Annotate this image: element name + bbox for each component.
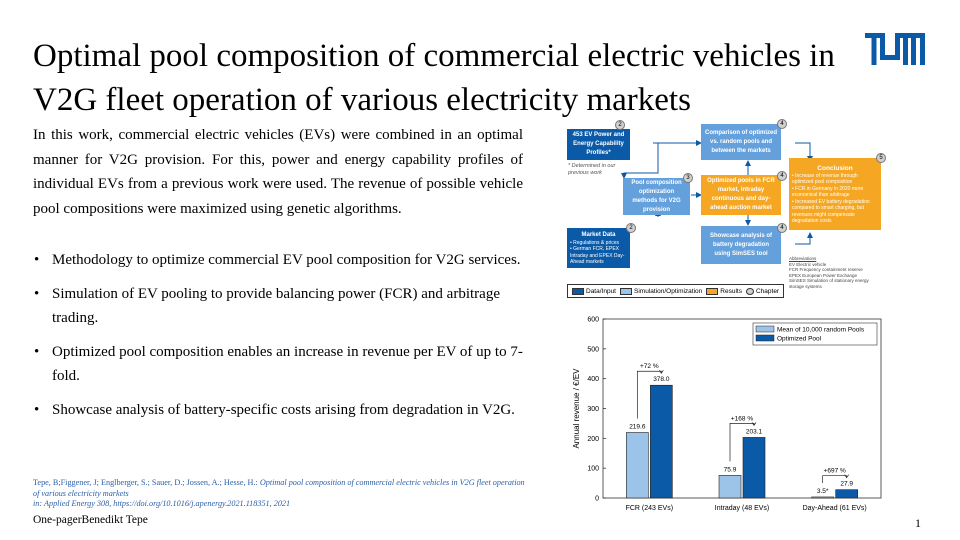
legend-swatch — [745, 287, 754, 295]
chapter-badge: 4 — [777, 119, 787, 129]
bar — [626, 432, 649, 499]
chapter-badge: 2 — [615, 120, 625, 130]
legend-swatch — [755, 334, 775, 342]
increase-bracket — [822, 475, 848, 483]
increase-label: +168 % — [731, 415, 753, 422]
reference-authors: Tepe, B;Figgener, J; Englberger, S.; Sau… — [33, 478, 260, 487]
data-label: 75.9 — [724, 466, 737, 473]
bullet-item: Optimized pool composition enables an in… — [33, 340, 533, 388]
increase-label: +697 % — [824, 468, 846, 475]
diagram-legend: Data/Input Simulation/Optimization Resul… — [567, 284, 784, 298]
bar — [742, 437, 766, 499]
tum-logo — [865, 33, 925, 65]
legend-label: Mean of 10,000 random Pools — [777, 327, 865, 334]
chapter-badge: 2 — [626, 223, 636, 233]
increase-arrowhead — [659, 370, 664, 374]
increase-bracket — [636, 370, 662, 419]
comparison-box: Comparison of optimized vs. random pools… — [701, 124, 781, 160]
legend-item: Data/Input — [572, 287, 616, 295]
abbreviation-item: FCR Frequency containment reserve — [789, 267, 863, 273]
reference-title: Optimal pool composition of commercial e… — [33, 478, 525, 498]
bullet-item: Showcase analysis of battery-specific co… — [33, 398, 533, 422]
data-label: 219.6 — [629, 423, 646, 430]
bar — [835, 489, 858, 499]
y-tick-label: 300 — [587, 406, 599, 413]
chapter-badge: 4 — [777, 171, 787, 181]
data-label: 3.5* — [817, 488, 829, 495]
conclusion-item: • Increase of revenue through optimized … — [792, 172, 858, 186]
legend-item: Chapter — [745, 287, 779, 295]
abbreviation-item: SimSES Simulation of stationary energy s… — [789, 278, 869, 289]
previous-work-note: * Determined in our previous work — [568, 163, 616, 176]
conclusion-box: Conclusion • Increase of revenue through… — [789, 158, 881, 230]
legend-item: Simulation/Optimization — [620, 287, 702, 295]
market-data-title: Market Data — [581, 231, 616, 238]
x-tick-label: Day-Ahead (61 EVs) — [803, 505, 867, 512]
y-tick-label: 100 — [587, 466, 599, 473]
market-data-item: • German FCR, EPEX Intraday and EPEX Day… — [570, 246, 625, 265]
bar — [811, 496, 834, 499]
increase-label: +72 % — [640, 363, 659, 370]
increase-arrowhead — [751, 422, 757, 427]
x-tick-label: Intraday (48 EVs) — [715, 505, 769, 512]
legend-swatch — [755, 325, 775, 333]
abbreviation-item: EV Electric vehicle — [789, 261, 827, 267]
y-tick-label: 500 — [587, 346, 599, 353]
conclusion-item: • FCR in Germany in 2020 more economical… — [792, 185, 864, 199]
legend-label: Optimized Pool — [777, 336, 822, 343]
conclusion-title: Conclusion — [817, 164, 853, 172]
bullet-item: Methodology to optimize commercial EV po… — [33, 248, 533, 272]
data-label: 203.1 — [746, 428, 763, 435]
bullet-list: Methodology to optimize commercial EV po… — [33, 248, 533, 432]
intro-paragraph: In this work, commercial electric vehicl… — [33, 127, 523, 217]
abbreviations-title: Abbreviations — [789, 256, 817, 261]
chapter-badge: 5 — [876, 153, 886, 163]
legend-swatch — [620, 287, 632, 295]
data-label: 378.0 — [653, 376, 670, 383]
increase-bracket — [729, 423, 755, 462]
y-tick-label: 600 — [587, 317, 599, 324]
chart-legend — [752, 322, 878, 346]
pool-optimization-box: Pool composition optimization methods fo… — [623, 178, 690, 215]
market-data-item: • Regulations & prices — [570, 239, 619, 246]
legend-swatch — [706, 287, 719, 295]
legend-swatch — [572, 287, 584, 295]
ev-profiles-box: 453 EV Power and Energy Capability Profi… — [567, 129, 630, 160]
y-axis-label: Annual revenue / €/EV — [572, 368, 581, 449]
data-label: 27.9 — [840, 481, 853, 488]
reference-journal: in: Applied Energy 308, https://doi.org/… — [33, 499, 291, 508]
optimized-pools-box: Optimized pools in FCR market, intraday … — [701, 175, 781, 215]
reference-citation: Tepe, B;Figgener, J; Englberger, S.; Sau… — [33, 478, 533, 510]
revenue-bar-chart: 0 100 200 300 400 500 600 Annual revenue / €/EV… — [572, 317, 882, 512]
y-tick-label: 200 — [587, 436, 599, 443]
page-title: Optimal pool composition of commercial e… — [33, 38, 835, 118]
bar — [650, 384, 673, 499]
market-data-box: Market Data • Regulations & prices • Ger… — [567, 228, 630, 268]
y-tick-label: 0 — [595, 496, 599, 503]
x-tick-label: FCR (243 EVs) — [626, 505, 673, 512]
bar — [718, 475, 742, 499]
abbreviation-item: EPEX European Power Exchange — [789, 272, 858, 278]
chapter-badge: 4 — [777, 223, 787, 233]
legend-item: Results — [706, 287, 742, 295]
conclusion-item: • Increased EV battery degradation compa… — [792, 198, 870, 225]
showcase-box: Showcase analysis of battery degradation… — [701, 226, 781, 264]
page-number: 1 — [915, 516, 921, 530]
chapter-badge: 3 — [683, 173, 693, 183]
footer-text: One-pagerBenedikt Tepe — [33, 514, 148, 526]
increase-arrowhead — [844, 474, 849, 479]
abbreviations-block: Abbreviations EV Electric vehicle FCR Fr… — [789, 256, 884, 290]
y-tick-label: 400 — [587, 376, 599, 383]
bullet-item: Simulation of EV pooling to provide bala… — [33, 282, 533, 330]
